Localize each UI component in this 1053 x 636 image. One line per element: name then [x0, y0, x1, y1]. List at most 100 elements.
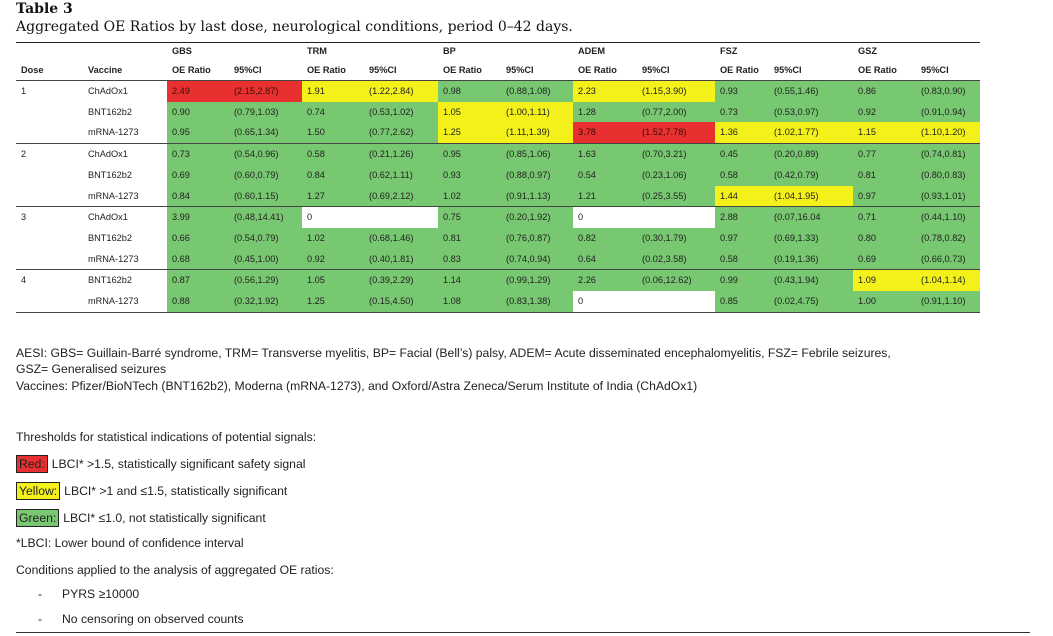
dose-cell	[16, 248, 83, 271]
ci-cell	[637, 206, 716, 228]
vaccine-cell: ChAdOx1	[88, 149, 128, 160]
vaccine-cell: mRNA-1273	[83, 248, 167, 271]
oe-ratio-cell: 1.91	[302, 80, 365, 102]
oe-ratio-cell: 2.49	[167, 80, 229, 102]
vaccine-cell: mRNA-1273	[83, 291, 167, 313]
ci-cell: (0.69,2.12)	[364, 185, 439, 208]
dose-cell: 1	[21, 86, 27, 96]
ci-cell: (0.62,1.11)	[364, 164, 439, 186]
oe-ratio-cell: 0.93	[438, 164, 502, 186]
dose-cell	[16, 102, 83, 123]
oe-ratio-cell: 0.82	[573, 227, 638, 249]
ci-cell: (0.91,0.94)	[916, 101, 981, 123]
oe-ratio-cell: 0.97	[715, 227, 770, 249]
ci-cell: (0.60,0.79)	[229, 164, 303, 186]
oe-ratio-cell: 0.98	[438, 80, 502, 102]
oe-ratio-cell: 1.05	[438, 101, 502, 123]
ci-cell: (0.77,2.62)	[364, 122, 439, 145]
ci-cell: (0.68,1.46)	[364, 227, 439, 249]
legend-text: LBCI* >1 and ≤1.5, statistically signifi…	[64, 484, 288, 498]
ci-cell: (0.77,2.00)	[637, 101, 716, 123]
dose-cell	[16, 228, 83, 249]
table-body: 1 ChAdOx1 2.49 (2.15,2.87) 1.91 (1.22,2.84) 0.…	[16, 80, 981, 313]
oe-ratio-cell: 0	[302, 206, 365, 228]
oe-ratio-cell: 0.85	[715, 291, 770, 313]
oe-ratio-cell: 1.27	[302, 185, 365, 208]
condition-item: PYRS ≥10000	[62, 587, 140, 601]
oe-ratio-cell: 0.84	[302, 164, 365, 186]
ci-cell: (1.15,3.90)	[637, 80, 716, 102]
column-header-row: Dose Vaccine OE Ratio 95%CI OE Ratio 95%CI O…	[16, 60, 981, 81]
ci-cell: (0.40,1.81)	[364, 248, 439, 271]
ci-cell: (1.02,1.77)	[769, 122, 854, 145]
oe-ratio-cell: 0.66	[167, 227, 229, 249]
ci-cell: (0.43,1.94)	[769, 269, 854, 292]
table-row: mRNA-1273 0.95 (0.65,1.34) 1.50 (0.77,2.62) 1…	[16, 122, 981, 145]
condition-header-bp: BP	[438, 42, 574, 60]
ci-cell: (0.53,1.02)	[364, 101, 439, 123]
ci-cell	[637, 291, 716, 313]
ci-cell: (0.54,0.79)	[229, 227, 303, 249]
conditions-heading: Conditions applied to the analysis of ag…	[16, 563, 334, 577]
oe-ratio-cell: 0	[573, 206, 638, 228]
table-row: 4 BNT162b2 0.87 (0.56,1.29) 1.05 (0.39,2.29) 1…	[16, 269, 981, 292]
bullet-dash: -	[38, 587, 43, 601]
oe-ratio-cell: 0.81	[853, 164, 917, 186]
oe-ratio-cell: 0.92	[853, 101, 917, 123]
ci-cell: (0.48,14.41)	[229, 206, 303, 228]
legend-swatch-yellow: Yellow:	[16, 482, 61, 500]
dose-cell	[16, 122, 83, 145]
ci-cell: (0.23,1.06)	[637, 164, 716, 186]
table-row: mRNA-1273 0.88 (0.32,1.92) 1.25 (0.15,4.50) 1…	[16, 291, 981, 313]
oe-ratio-table: GBS TRM BP ADEM FSZ GSZ Dose Vaccine OE Ratio…	[16, 42, 981, 313]
oe-ratio-cell: 0.83	[438, 248, 502, 271]
condition-header-gbs: GBS	[167, 42, 303, 60]
ci-cell: (0.55,1.46)	[769, 80, 854, 102]
ci-cell: (0.91,1.13)	[501, 185, 574, 208]
aesi-note-line1: AESI: GBS= Guillain-Barré syndrome, TRM=…	[16, 346, 891, 360]
ci-cell: (0.74,0.81)	[916, 143, 981, 165]
oe-ratio-header: OE Ratio	[302, 60, 365, 81]
ci-cell: (1.00,1.11)	[501, 101, 574, 123]
ci-header: 95%CI	[229, 60, 303, 81]
oe-ratio-cell: 1.44	[715, 185, 770, 208]
ci-cell: (0.85,1.06)	[501, 143, 574, 165]
dose-cell: 2	[21, 149, 27, 160]
ci-cell: (0.76,0.87)	[501, 227, 574, 249]
ci-cell: (0.07,16.04	[769, 206, 854, 228]
oe-ratio-cell: 3.78	[573, 122, 638, 145]
oe-ratio-cell: 0.90	[167, 101, 229, 123]
ci-cell: (0.20,0.89)	[769, 143, 854, 165]
legend-swatch-red: Red:	[16, 455, 48, 473]
oe-ratio-cell: 1.14	[438, 269, 502, 292]
ci-cell: (0.44,1.10)	[916, 206, 981, 228]
aesi-note-line2: GSZ= Generalised seizures	[16, 362, 167, 376]
ci-cell: (1.11,1.39)	[501, 122, 574, 145]
condition-item: No censoring on observed counts	[62, 612, 244, 626]
oe-ratio-header: OE Ratio	[167, 60, 229, 81]
ci-cell: (0.53,0.97)	[769, 101, 854, 123]
legend-item-red: Red: LBCI* >1.5, statistically significan…	[16, 455, 305, 473]
table-caption: Aggregated OE Ratios by last dose, neuro…	[16, 19, 573, 35]
ci-cell	[364, 206, 439, 228]
oe-ratio-cell: 2.26	[573, 269, 638, 292]
oe-ratio-cell: 2.23	[573, 80, 638, 102]
vaccine-cell: ChAdOx1	[88, 212, 128, 223]
table-row: mRNA-1273 0.84 (0.60,1.15) 1.27 (0.69,2.12) 1…	[16, 185, 981, 208]
ci-cell: (0.99,1.29)	[501, 269, 574, 292]
oe-ratio-cell: 0.88	[167, 291, 229, 313]
oe-ratio-cell: 0.69	[167, 164, 229, 186]
oe-ratio-header: OE Ratio	[715, 60, 770, 81]
oe-ratio-cell: 0.73	[715, 101, 770, 123]
oe-ratio-cell: 1.09	[853, 269, 917, 292]
bullet-dash: -	[38, 612, 43, 626]
oe-ratio-cell: 0.68	[167, 248, 229, 271]
oe-ratio-cell: 1.02	[302, 227, 365, 249]
ci-cell: (1.52,7.78)	[637, 122, 716, 145]
oe-ratio-cell: 0.71	[853, 206, 917, 228]
oe-ratio-cell: 0.77	[853, 143, 917, 165]
oe-ratio-cell: 0.54	[573, 164, 638, 186]
vaccine-cell: mRNA-1273	[83, 185, 167, 208]
condition-header-fsz: FSZ	[715, 42, 854, 60]
condition-header-gsz: GSZ	[853, 42, 981, 60]
